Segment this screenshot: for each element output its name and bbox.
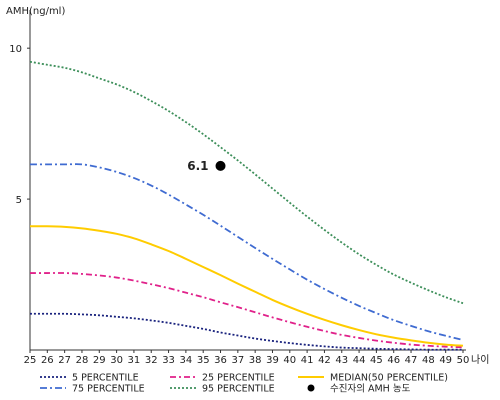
x-tick-label: 35 xyxy=(197,355,210,366)
series-line-25-percentile xyxy=(29,272,464,349)
x-tick-label: 26 xyxy=(41,355,54,366)
patient-amh-point xyxy=(215,160,226,171)
x-tick-label: 37 xyxy=(231,355,244,366)
legend-label: 75 PERCENTILE xyxy=(72,384,145,395)
x-tick-label: 38 xyxy=(249,355,262,366)
x-tick-label: 29 xyxy=(93,355,106,366)
legend-item-75-percentile: 75 PERCENTILE xyxy=(40,384,145,395)
series-line-75-percentile xyxy=(30,163,464,341)
patient-point: 6.1 xyxy=(187,159,226,173)
x-tick-label: 25 xyxy=(24,355,37,366)
x-tick-label: 49 xyxy=(439,355,452,366)
legend: 5 PERCENTILE 25 PERCENTILE MEDIAN(50 PERCE… xyxy=(40,373,448,395)
legend-swatch-patient-point xyxy=(307,384,315,392)
x-tick-label: 28 xyxy=(76,355,89,366)
x-axis-label: 나이 xyxy=(471,354,489,366)
y-tick-label: 5 xyxy=(16,195,22,206)
x-tick-label: 48 xyxy=(422,355,435,366)
series-line-95-percentile xyxy=(29,60,464,305)
x-tick-label: 34 xyxy=(180,355,193,366)
x-tick-label: 44 xyxy=(353,355,366,366)
legend-label: 수진자의 AMH 농도 xyxy=(330,384,411,395)
x-tick-label: 50 xyxy=(457,355,470,366)
x-tick-label: 43 xyxy=(335,355,348,366)
x-tick-label: 42 xyxy=(318,355,331,366)
legend-item-median-50-percentile: MEDIAN(50 PERCENTILE) xyxy=(298,373,448,384)
legend-label: MEDIAN(50 PERCENTILE) xyxy=(330,373,448,384)
legend-label: 25 PERCENTILE xyxy=(202,373,275,384)
axes: AMH(ng/ml) 5 10 25 26 27 28 29 30 31 32 33 34 35 36 37 3… xyxy=(6,6,489,366)
legend-label: 5 PERCENTILE xyxy=(72,373,139,384)
series-line-5-percentile xyxy=(30,312,463,351)
x-tick-label: 36 xyxy=(214,355,227,366)
x-tick-label: 32 xyxy=(145,355,158,366)
legend-item-amh: 수진자의 AMH 농도 xyxy=(307,384,411,395)
patient-amh-value-label: 6.1 xyxy=(187,159,208,173)
x-tick-label: 40 xyxy=(283,355,296,366)
legend-item-95-percentile: 95 PERCENTILE xyxy=(170,384,275,395)
x-tick-label: 47 xyxy=(405,355,418,366)
series-line-median-50-percentile xyxy=(29,225,464,347)
x-tick-label: 33 xyxy=(162,355,175,366)
legend-label: 95 PERCENTILE xyxy=(202,384,275,395)
x-tick-label: 45 xyxy=(370,355,383,366)
x-tick-label: 39 xyxy=(266,355,279,366)
x-tick-label: 31 xyxy=(128,355,141,366)
legend-item-5-percentile: 5 PERCENTILE xyxy=(40,373,139,384)
x-tick-label: 30 xyxy=(110,355,123,366)
x-tick-label: 41 xyxy=(301,355,314,366)
y-axis-label: AMH(ng/ml) xyxy=(6,6,65,17)
x-tick-label: 27 xyxy=(58,355,71,366)
legend-item-25-percentile: 25 PERCENTILE xyxy=(170,373,275,384)
x-tick-label: 46 xyxy=(387,355,400,366)
series-lines xyxy=(29,60,464,351)
y-tick-label: 10 xyxy=(9,44,22,55)
